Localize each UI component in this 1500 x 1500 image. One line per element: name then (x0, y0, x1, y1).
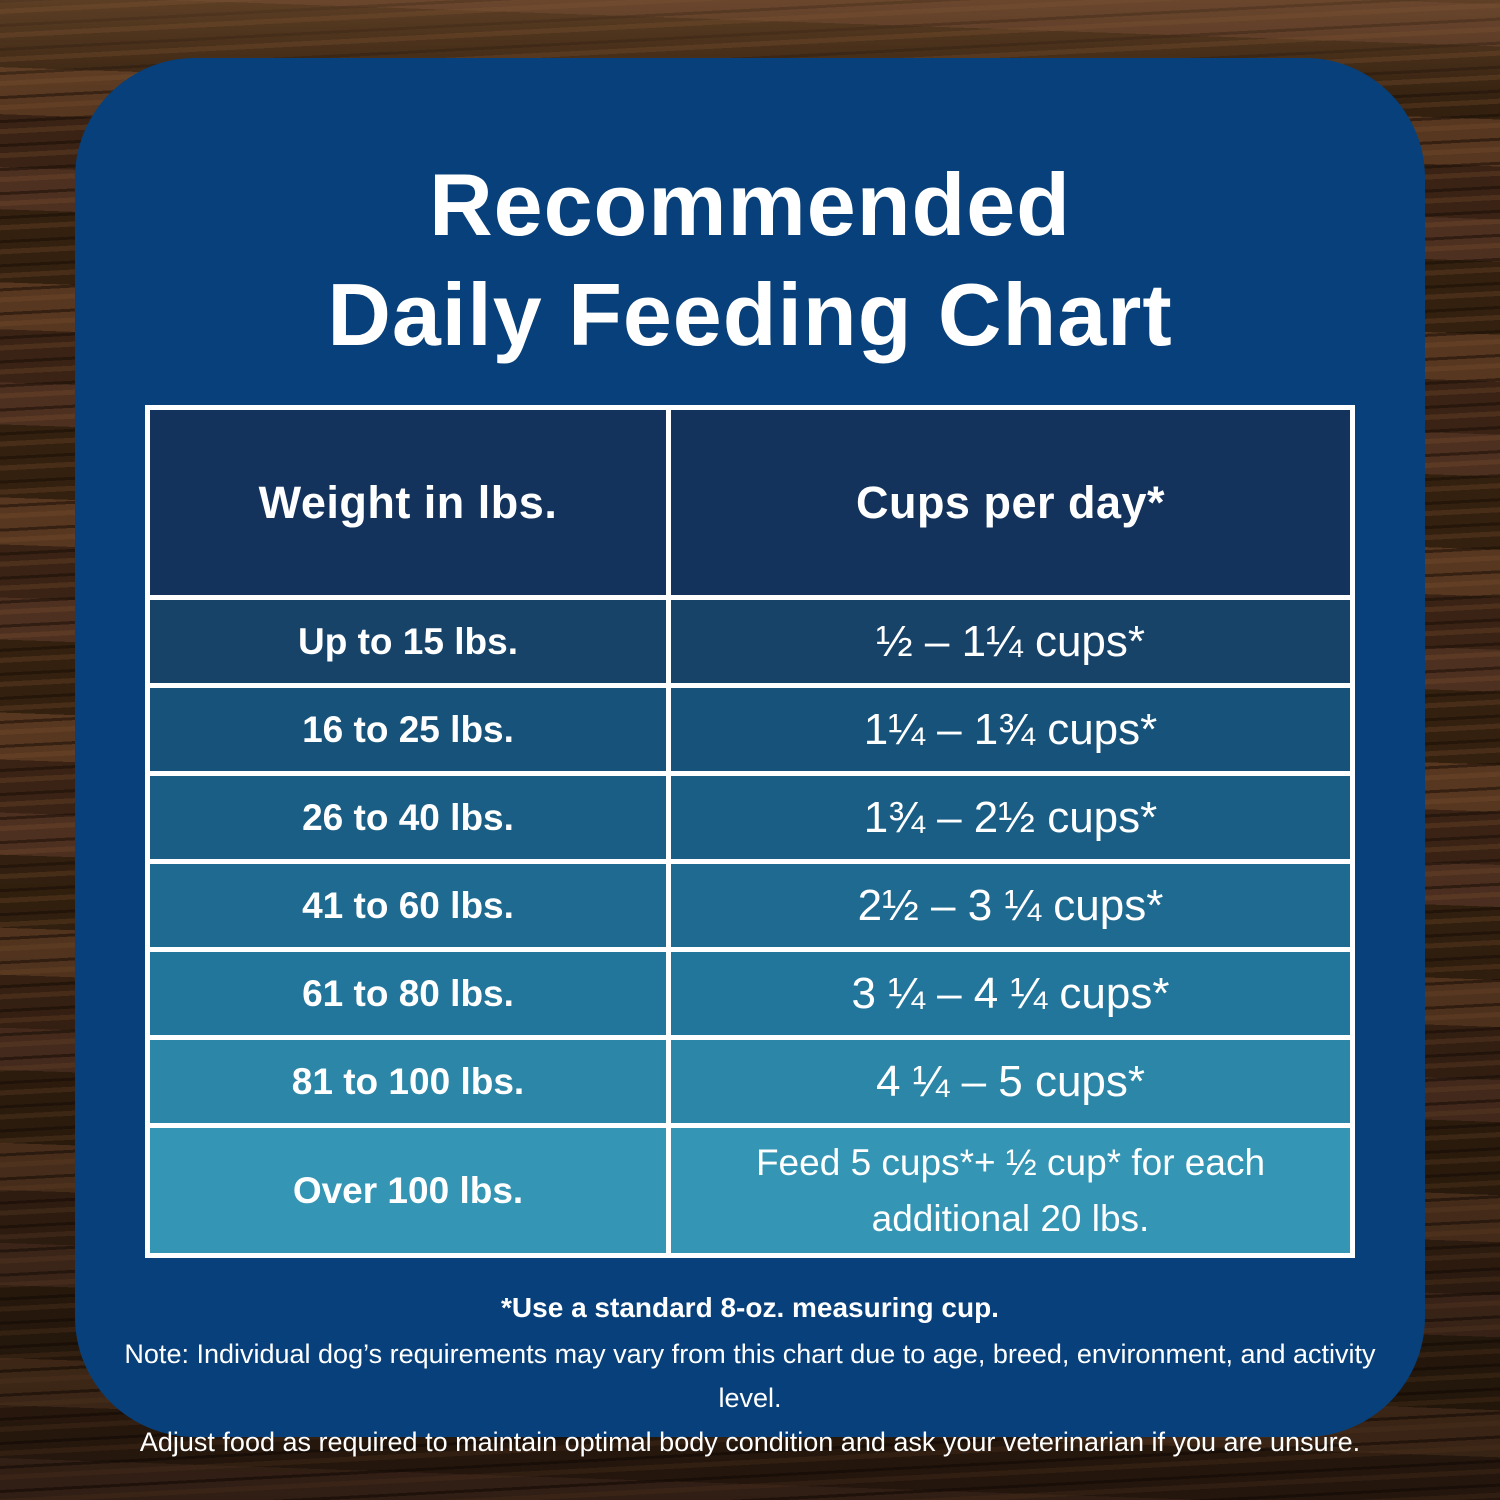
weight-cell: Over 100 lbs. (292, 1169, 524, 1211)
feeding-chart-card: Recommended Daily Feeding Chart Weight i… (75, 58, 1425, 1457)
cups-cell: ½ – 1¼ cups* (666, 600, 1350, 683)
chart-title: Recommended Daily Feeding Chart (75, 58, 1425, 370)
chart-title-line2: Daily Feeding Chart (327, 265, 1173, 364)
table-row: 26 to 40 lbs. 1¾ – 2½ cups* (150, 771, 1350, 859)
cups-cell: 1¾ – 2½ cups* (666, 776, 1350, 859)
table-header-row: Weight in lbs. Cups per day* (150, 410, 1350, 595)
feeding-table: Weight in lbs. Cups per day* Up to 15 lb… (145, 405, 1355, 1258)
table-row: 61 to 80 lbs. 3 ¼ – 4 ¼ cups* (150, 947, 1350, 1035)
table-row: Up to 15 lbs. ½ – 1¼ cups* (150, 595, 1350, 683)
table-row: Over 100 lbs. Feed 5 cups*+ ½ cup* for e… (150, 1123, 1350, 1253)
cups-cell: 4 ¼ – 5 cups* (666, 1040, 1350, 1123)
cups-cell: 3 ¼ – 4 ¼ cups* (666, 952, 1350, 1035)
footnotes: *Use a standard 8-oz. measuring cup. Not… (105, 1286, 1395, 1464)
weight-cell: 61 to 80 lbs. (302, 972, 514, 1014)
weight-cell: 16 to 25 lbs. (302, 708, 514, 750)
note-line-1: Note: Individual dog’s requirements may … (124, 1339, 1376, 1413)
chart-title-line1: Recommended (429, 155, 1071, 254)
table-row: 41 to 60 lbs. 2½ – 3 ¼ cups* (150, 859, 1350, 947)
weight-cell: 81 to 100 lbs. (291, 1060, 525, 1102)
cups-cell: Feed 5 cups*+ ½ cup* for each additional… (666, 1128, 1350, 1253)
table-row: 81 to 100 lbs. 4 ¼ – 5 cups* (150, 1035, 1350, 1123)
weight-cell: Up to 15 lbs. (298, 620, 518, 662)
measuring-cup-note: *Use a standard 8-oz. measuring cup. (501, 1292, 999, 1323)
table-row: 16 to 25 lbs. 1¼ – 1¾ cups* (150, 683, 1350, 771)
cups-cell: 2½ – 3 ¼ cups* (666, 864, 1350, 947)
weight-cell: 41 to 60 lbs. (302, 884, 514, 926)
header-cell-weight: Weight in lbs. (258, 476, 558, 528)
weight-cell: 26 to 40 lbs. (302, 796, 514, 838)
header-cell-cups: Cups per day* (666, 410, 1350, 595)
note-line-2: Adjust food as required to maintain opti… (139, 1427, 1361, 1457)
cups-cell: 1¼ – 1¾ cups* (666, 688, 1350, 771)
